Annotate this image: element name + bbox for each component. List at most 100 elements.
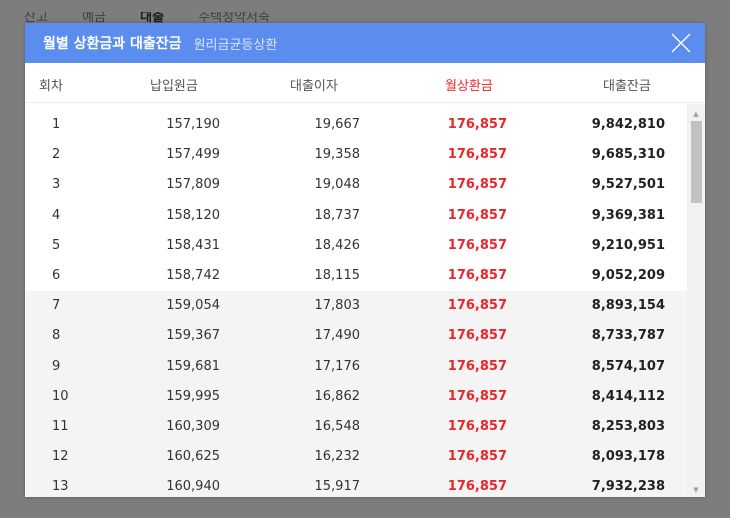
cell-no: 1: [52, 117, 61, 132]
table-row: 11 160,309 16,548 176,857 8,253,803: [25, 411, 687, 443]
cell-principal: 159,681: [166, 358, 220, 374]
cell-balance: 9,369,381: [591, 207, 665, 223]
cell-payment: 176,857: [447, 358, 507, 374]
cell-no: 7: [52, 298, 61, 314]
cell-interest: 17,176: [314, 358, 361, 374]
cell-balance: 8,414,112: [591, 388, 665, 404]
background-tabs: 잔고 예금 대출 주택청약저축: [24, 12, 300, 24]
cell-interest: 18,737: [314, 207, 361, 223]
cell-interest: 16,862: [314, 388, 361, 404]
cell-payment: 176,857: [447, 237, 507, 253]
header-principal: 납입원금: [150, 79, 198, 94]
cell-interest: 16,232: [314, 449, 361, 465]
cell-interest: 19,048: [314, 177, 361, 193]
table-rows: 1 157,190 19,667 176,857 9,842,810 2 157,499 19…: [25, 110, 687, 497]
modal-subtitle: 원리금균등상환: [193, 37, 278, 53]
cell-interest: 16,548: [314, 418, 361, 434]
cell-payment: 176,857: [447, 207, 507, 223]
cell-interest: 17,803: [314, 298, 361, 314]
table-row: 12 160,625 16,232 176,857 8,093,178: [25, 442, 687, 473]
cell-balance: 9,210,951: [591, 237, 665, 253]
modal-title: 월별 상환금과 대출잔금: [43, 36, 182, 52]
header-balance: 대출잔금: [603, 79, 651, 94]
cell-interest: 18,115: [314, 267, 361, 283]
cell-balance: 9,527,501: [591, 177, 665, 193]
cell-no: 2: [52, 147, 61, 163]
vertical-scrollbar[interactable]: ▲ ▼: [687, 104, 705, 497]
table-row: 13 160,940 15,917 176,857 7,932,238: [25, 472, 687, 497]
cell-no: 9: [52, 358, 61, 374]
cell-no: 5: [52, 237, 61, 253]
background-tab-active: 대출: [140, 12, 165, 24]
cell-principal: 158,742: [166, 267, 220, 283]
cell-principal: 160,309: [166, 418, 220, 434]
cell-balance: 9,842,810: [591, 117, 665, 132]
table-row: 2 157,499 19,358 176,857 9,685,310: [25, 140, 687, 170]
cell-principal: 159,367: [166, 328, 220, 344]
cell-principal: 159,995: [166, 388, 220, 404]
table-row: 4 158,120 18,737 176,857 9,369,381: [25, 201, 687, 231]
cell-payment: 176,857: [447, 328, 507, 344]
cell-payment: 176,857: [447, 298, 507, 314]
cell-balance: 8,093,178: [591, 449, 665, 465]
cell-no: 4: [52, 207, 61, 223]
cell-payment: 176,857: [447, 388, 507, 404]
scrollbar-thumb[interactable]: [691, 121, 702, 203]
close-icon: [671, 33, 691, 53]
table-row: 8 159,367 17,490 176,857 8,733,787: [25, 321, 687, 352]
background-tab: 잔고: [24, 12, 48, 24]
cell-no: 3: [52, 177, 61, 193]
header-interest: 대출이자: [290, 79, 338, 94]
table-row: 5 158,431 18,426 176,857 9,210,951: [25, 231, 687, 261]
cell-principal: 160,625: [166, 449, 220, 465]
table-row: 10 159,995 16,862 176,857 8,414,112: [25, 381, 687, 412]
cell-principal: 160,940: [166, 479, 220, 495]
cell-principal: 157,809: [166, 177, 220, 193]
cell-payment: 176,857: [447, 147, 507, 163]
cell-balance: 9,052,209: [591, 267, 665, 283]
cell-principal: 157,499: [166, 147, 220, 163]
cell-interest: 18,426: [314, 237, 361, 253]
cell-interest: 19,667: [314, 117, 361, 132]
table-row: 9 159,681 17,176 176,857 8,574,107: [25, 351, 687, 382]
cell-payment: 176,857: [447, 117, 507, 132]
cell-interest: 17,490: [314, 328, 361, 344]
cell-principal: 157,190: [166, 117, 220, 132]
cell-no: 13: [52, 479, 69, 495]
table-row: 6 158,742 18,115 176,857 9,052,209: [25, 261, 687, 291]
cell-no: 10: [52, 388, 69, 404]
cell-payment: 176,857: [447, 479, 507, 495]
cell-no: 6: [52, 267, 61, 283]
cell-principal: 159,054: [166, 298, 220, 314]
cell-principal: 158,120: [166, 207, 220, 223]
repayment-modal: 월별 상환금과 대출잔금 원리금균등상환 회차 납입원금 대출이자 월상환금 대…: [25, 23, 705, 497]
cell-balance: 8,733,787: [591, 328, 665, 344]
cell-payment: 176,857: [447, 177, 507, 193]
cell-payment: 176,857: [447, 418, 507, 434]
header-no: 회차: [39, 79, 63, 94]
cell-no: 11: [52, 418, 69, 434]
cell-payment: 176,857: [447, 267, 507, 283]
cell-balance: 9,685,310: [591, 147, 665, 163]
cell-balance: 8,893,154: [591, 298, 665, 314]
scroll-up-icon[interactable]: ▲: [693, 110, 699, 118]
table-row: 7 159,054 17,803 176,857 8,893,154: [25, 291, 687, 322]
cell-interest: 15,917: [314, 479, 361, 495]
cell-no: 12: [52, 449, 69, 465]
scroll-down-icon[interactable]: ▼: [693, 486, 699, 494]
cell-principal: 158,431: [166, 237, 220, 253]
cell-balance: 8,253,803: [591, 418, 665, 434]
table-header: 회차 납입원금 대출이자 월상환금 대출잔금: [25, 63, 705, 103]
header-payment: 월상환금: [445, 79, 493, 94]
table-body[interactable]: 1 157,190 19,667 176,857 9,842,810 2 157,499 19…: [25, 104, 705, 497]
background-tab: 예금: [82, 12, 106, 24]
cell-balance: 7,932,238: [591, 479, 665, 495]
cell-balance: 8,574,107: [591, 358, 665, 374]
cell-interest: 19,358: [314, 147, 361, 163]
close-button[interactable]: [671, 33, 691, 53]
table-row: 1 157,190 19,667 176,857 9,842,810: [25, 110, 687, 140]
modal-header: 월별 상환금과 대출잔금 원리금균등상환: [25, 23, 705, 63]
background-tab: 주택청약저축: [198, 12, 270, 24]
cell-payment: 176,857: [447, 449, 507, 465]
table-row: 3 157,809 19,048 176,857 9,527,501: [25, 170, 687, 200]
